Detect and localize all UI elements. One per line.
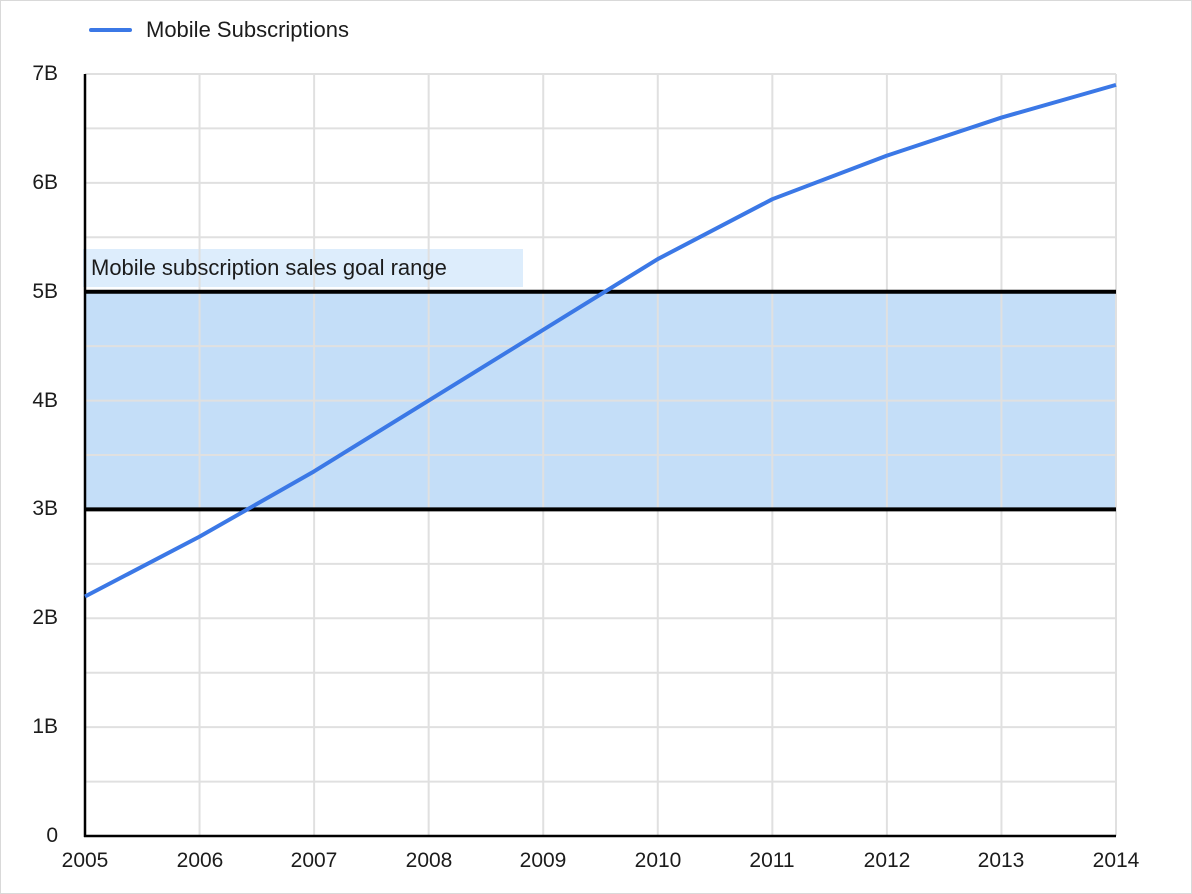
y-axis-tick-6B: 6B bbox=[32, 171, 58, 194]
y-axis-tick-0: 0 bbox=[46, 824, 58, 847]
y-axis-tick-2B: 2B bbox=[32, 606, 58, 629]
y-axis-tick-3B: 3B bbox=[32, 497, 58, 520]
x-axis-tick-2010: 2010 bbox=[634, 849, 682, 872]
x-axis-tick-2013: 2013 bbox=[977, 849, 1025, 872]
legend: Mobile Subscriptions bbox=[1, 1, 1191, 57]
x-axis-tick-2011: 2011 bbox=[749, 849, 795, 872]
y-axis-tick-5B: 5B bbox=[32, 280, 58, 303]
goal-range-annotation-label: Mobile subscription sales goal range bbox=[91, 255, 447, 280]
x-axis-tick-2014: 2014 bbox=[1092, 849, 1140, 872]
x-axis-tick-2012: 2012 bbox=[863, 849, 911, 872]
x-axis-tick-2006: 2006 bbox=[176, 849, 224, 872]
legend-series-label: Mobile Subscriptions bbox=[146, 17, 349, 42]
x-axis-tick-2009: 2009 bbox=[519, 849, 567, 872]
x-axis-tick-2008: 2008 bbox=[405, 849, 453, 872]
y-axis-tick-1B: 1B bbox=[32, 715, 58, 738]
y-axis-tick-7B: 7B bbox=[32, 62, 58, 85]
series-line-mobile-subscriptions bbox=[84, 82, 1117, 599]
legend-line-swatch bbox=[89, 28, 132, 32]
y-axis-tick-4B: 4B bbox=[32, 389, 58, 412]
goal-range-annotation-bg bbox=[83, 249, 523, 287]
x-axis-tick-2005: 2005 bbox=[61, 849, 109, 872]
x-axis-tick-2007: 2007 bbox=[290, 849, 338, 872]
